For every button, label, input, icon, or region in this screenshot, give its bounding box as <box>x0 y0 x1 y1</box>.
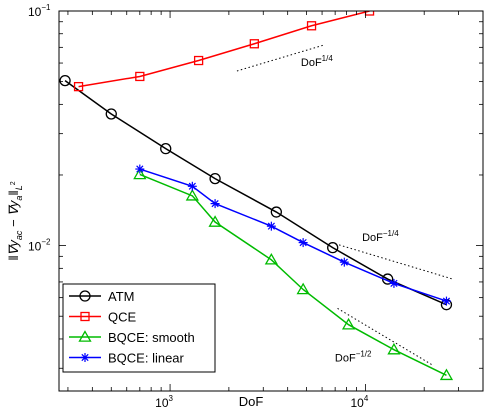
x-axis-title: DoF <box>239 394 264 409</box>
legend-entry: BQCE: smooth <box>69 330 195 345</box>
data-point <box>389 278 399 288</box>
legend-entry: ATM <box>69 289 134 304</box>
x-tick-label: 104 <box>350 394 368 410</box>
series-qce <box>73 11 375 92</box>
series-bqce-linear <box>135 164 451 306</box>
data-point <box>187 181 197 191</box>
data-point <box>105 108 117 120</box>
data-point <box>270 206 282 218</box>
y-tick-label: 10−1 <box>28 3 51 19</box>
data-point <box>306 21 317 31</box>
series-line <box>139 168 447 302</box>
reference-label: DoF1/4 <box>301 54 333 69</box>
reference-label: DoF−1/2 <box>335 350 372 365</box>
data-point <box>327 242 339 254</box>
legend-label: ATM <box>108 289 134 304</box>
data-point <box>80 353 90 362</box>
reference-slopes: DoF1/4 DoF−1/4 DoF−1/2 <box>236 44 453 366</box>
data-point <box>193 55 204 66</box>
data-point <box>264 252 278 265</box>
data-point <box>133 167 147 180</box>
data-point <box>298 238 308 248</box>
data-point <box>160 142 172 155</box>
series-bqce-smooth <box>133 167 454 381</box>
data-point <box>135 71 145 82</box>
legend-label: BQCE: smooth <box>108 330 195 345</box>
y-axis-title: ‖∇yac − ∇ya‖L2 <box>6 181 24 261</box>
legend-label: QCE <box>108 310 137 325</box>
legend-entry: BQCE: linear <box>69 351 185 366</box>
data-point <box>80 311 90 322</box>
data-point <box>73 81 84 92</box>
data-point <box>208 215 222 227</box>
series-line <box>64 80 447 306</box>
data-point <box>59 74 71 87</box>
y-tick-label: 10−2 <box>28 238 51 254</box>
data-point <box>249 39 259 49</box>
x-tick-label: 103 <box>155 394 173 410</box>
data-point <box>209 172 221 185</box>
reference-label: DoF−1/4 <box>362 229 399 244</box>
data-point <box>387 342 401 355</box>
data-point <box>78 330 92 342</box>
legend-label: BQCE: linear <box>108 351 185 366</box>
data-point <box>135 164 145 174</box>
reference-line <box>331 242 453 280</box>
data-series <box>59 11 454 381</box>
reference-line <box>236 44 325 72</box>
legend-entry: QCE <box>69 310 137 325</box>
data-point <box>266 221 276 231</box>
legend: ATM QCE BQCE: smooth BQCE: linear <box>62 283 216 373</box>
data-point <box>210 199 220 209</box>
data-point <box>339 257 349 267</box>
data-point <box>364 11 375 16</box>
data-point <box>296 282 310 295</box>
axes: 103 104 10−2 10−1 DoF ‖∇yac − ∇ya‖L2 <box>6 3 484 410</box>
data-point <box>341 317 356 330</box>
data-point <box>185 189 199 201</box>
axes-frame <box>58 10 484 392</box>
data-point <box>441 296 451 306</box>
series-atm <box>59 74 453 311</box>
data-point <box>79 290 91 302</box>
series-line <box>78 11 370 88</box>
data-point <box>439 368 454 381</box>
